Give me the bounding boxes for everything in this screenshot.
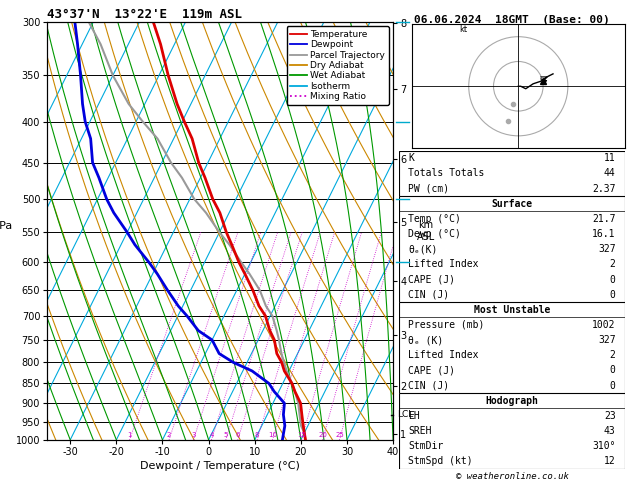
Text: 25: 25 bbox=[335, 432, 344, 438]
Text: θₑ(K): θₑ(K) bbox=[408, 244, 438, 254]
Text: K: K bbox=[408, 153, 415, 163]
Text: 327: 327 bbox=[598, 335, 616, 345]
Text: 327: 327 bbox=[598, 244, 616, 254]
Text: 21.7: 21.7 bbox=[592, 214, 616, 224]
Text: 6: 6 bbox=[235, 432, 240, 438]
Y-axis label: hPa: hPa bbox=[0, 221, 12, 231]
Text: 2: 2 bbox=[167, 432, 171, 438]
Text: 10: 10 bbox=[268, 432, 277, 438]
Text: Lifted Index: Lifted Index bbox=[408, 350, 479, 360]
Text: EH: EH bbox=[408, 411, 420, 421]
Text: 23: 23 bbox=[604, 411, 616, 421]
Text: Surface: Surface bbox=[491, 199, 533, 208]
Text: Hodograph: Hodograph bbox=[486, 396, 538, 406]
Legend: Temperature, Dewpoint, Parcel Trajectory, Dry Adiabat, Wet Adiabat, Isotherm, Mi: Temperature, Dewpoint, Parcel Trajectory… bbox=[287, 26, 389, 104]
Text: CIN (J): CIN (J) bbox=[408, 381, 450, 391]
Text: 5: 5 bbox=[223, 432, 228, 438]
Text: 8: 8 bbox=[255, 432, 259, 438]
Text: Most Unstable: Most Unstable bbox=[474, 305, 550, 315]
Text: 1002: 1002 bbox=[592, 320, 616, 330]
Text: 0: 0 bbox=[610, 365, 616, 376]
Text: PW (cm): PW (cm) bbox=[408, 184, 450, 193]
Text: 06.06.2024  18GMT  (Base: 00): 06.06.2024 18GMT (Base: 00) bbox=[414, 15, 610, 25]
Y-axis label: km
ASL: km ASL bbox=[416, 220, 435, 242]
Text: 16.1: 16.1 bbox=[592, 229, 616, 239]
Text: Lifted Index: Lifted Index bbox=[408, 260, 479, 269]
Text: CIN (J): CIN (J) bbox=[408, 290, 450, 300]
X-axis label: Dewpoint / Temperature (°C): Dewpoint / Temperature (°C) bbox=[140, 461, 300, 471]
Text: StmSpd (kt): StmSpd (kt) bbox=[408, 456, 473, 467]
Text: Temp (°C): Temp (°C) bbox=[408, 214, 461, 224]
Text: LCL: LCL bbox=[397, 410, 413, 419]
Text: 44: 44 bbox=[604, 168, 616, 178]
Text: CAPE (J): CAPE (J) bbox=[408, 275, 455, 284]
Text: SREH: SREH bbox=[408, 426, 432, 436]
Text: 0: 0 bbox=[610, 290, 616, 300]
Text: 11: 11 bbox=[604, 153, 616, 163]
Text: 43: 43 bbox=[604, 426, 616, 436]
Text: 310°: 310° bbox=[592, 441, 616, 451]
Text: θₑ (K): θₑ (K) bbox=[408, 335, 443, 345]
Text: 15: 15 bbox=[297, 432, 306, 438]
Text: 1: 1 bbox=[127, 432, 132, 438]
Text: kt: kt bbox=[459, 25, 467, 34]
Text: 2: 2 bbox=[610, 260, 616, 269]
Text: 0: 0 bbox=[610, 381, 616, 391]
Text: Totals Totals: Totals Totals bbox=[408, 168, 485, 178]
Text: 20: 20 bbox=[318, 432, 327, 438]
Text: StmDir: StmDir bbox=[408, 441, 443, 451]
Text: 2.37: 2.37 bbox=[592, 184, 616, 193]
Text: 4: 4 bbox=[209, 432, 214, 438]
Text: 3: 3 bbox=[191, 432, 196, 438]
Text: Pressure (mb): Pressure (mb) bbox=[408, 320, 485, 330]
Text: 43°37'N  13°22'E  119m ASL: 43°37'N 13°22'E 119m ASL bbox=[47, 8, 242, 21]
Text: 0: 0 bbox=[610, 275, 616, 284]
Text: 12: 12 bbox=[604, 456, 616, 467]
Text: CAPE (J): CAPE (J) bbox=[408, 365, 455, 376]
Text: © weatheronline.co.uk: © weatheronline.co.uk bbox=[455, 472, 569, 481]
Text: Dewp (°C): Dewp (°C) bbox=[408, 229, 461, 239]
Text: 2: 2 bbox=[610, 350, 616, 360]
